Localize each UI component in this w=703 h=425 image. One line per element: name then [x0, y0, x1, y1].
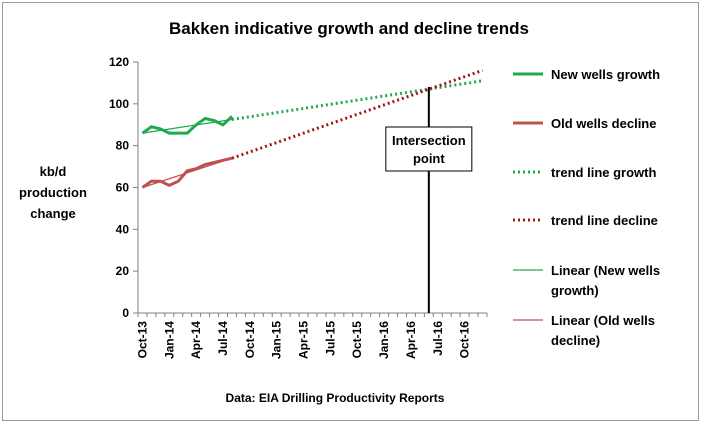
legend-item-label: New wells growth	[551, 67, 660, 82]
legend-item-label: trend line growth	[551, 165, 657, 180]
intersection-annotation-box	[385, 126, 473, 172]
y-tick-label: 120	[109, 55, 129, 69]
x-tick-label: Jan-15	[270, 321, 284, 359]
x-tick-label: Oct-14	[243, 321, 257, 359]
series-line-trend-line-decline	[231, 68, 483, 160]
x-tick-label: Apr-14	[189, 321, 203, 359]
y-tick-label: 20	[116, 264, 130, 278]
y-tick-label: 100	[109, 97, 129, 111]
y-axis-label-line-2: production	[19, 185, 87, 200]
x-tick-label: Apr-16	[404, 321, 418, 359]
x-tick-label: Apr-15	[297, 321, 311, 359]
chart-frame	[2, 2, 699, 421]
x-tick-label: Jan-16	[377, 321, 391, 359]
y-axis-label-line-3: change	[30, 206, 76, 221]
x-tick-label: Oct-15	[350, 321, 364, 359]
legend-item-label: Linear (Old wells	[551, 313, 655, 328]
intersection-annotation-text: Intersection	[392, 133, 466, 148]
y-tick-label: 0	[122, 306, 129, 320]
x-tick-label: Jul-15	[323, 321, 337, 356]
x-tick-label: Jul-14	[216, 321, 230, 356]
x-tick-label: Jul-16	[431, 321, 445, 356]
y-tick-label: 40	[116, 222, 130, 236]
x-tick-label: Oct-13	[135, 321, 149, 359]
chart-title: Bakken indicative growth and decline tre…	[169, 19, 529, 38]
intersection-annotation-text: point	[413, 151, 445, 166]
series-line-new-wells-growth	[141, 115, 234, 135]
y-tick-label: 80	[116, 139, 130, 153]
series-line-old-wells-decline	[141, 156, 233, 189]
legend-item-label: decline)	[551, 333, 600, 348]
legend-item-label: growth)	[551, 283, 599, 298]
series-line-trend-line-growth	[231, 79, 483, 121]
y-axis-label-line-1: kb/d	[40, 164, 67, 179]
y-tick-label: 60	[116, 181, 130, 195]
legend-item-label: trend line decline	[551, 213, 658, 228]
legend-item-label: Old wells decline	[551, 116, 656, 131]
x-tick-label: Oct-16	[458, 321, 472, 359]
x-tick-label: Jan-14	[162, 321, 176, 359]
legend-item-label: Linear (New wells	[551, 263, 660, 278]
chart-footnote: Data: EIA Drilling Productivity Reports	[226, 391, 445, 405]
